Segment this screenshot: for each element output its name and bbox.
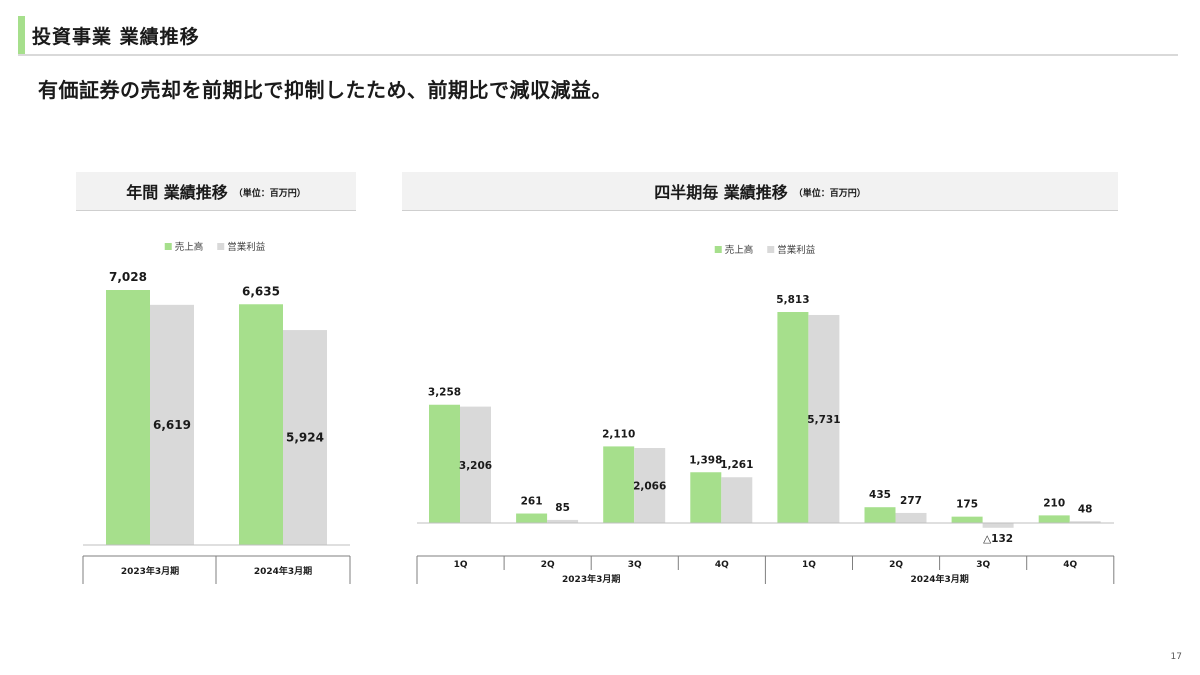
quarterly-data-label-sales-4: 1,398 [689, 454, 722, 466]
annual-data-label-sales-1: 7,028 [109, 270, 147, 284]
quarterly-legend-swatch-2 [767, 246, 775, 253]
title-bar: 投資事業 業績推移 [18, 16, 1178, 56]
quarterly-category-label-7: 3Q [976, 560, 990, 570]
annual-data-label-sales-2: 6,635 [242, 284, 280, 298]
quarterly-bar-profit-4 [721, 477, 753, 523]
quarterly-bar-profit-8 [1069, 521, 1101, 523]
quarterly-category-label-4: 4Q [715, 560, 729, 570]
quarterly-bar-profit-2 [547, 519, 579, 523]
quarterly-chart-header: 四半期毎 業績推移 （単位：百万円） [402, 172, 1118, 211]
annual-legend-label-2: 営業利益 [227, 241, 266, 253]
quarterly-data-label-profit-1: 3,206 [459, 460, 492, 472]
annual-legend-swatch-1 [164, 243, 172, 250]
annual-category-label-1: 2023年3月期 [121, 565, 179, 577]
quarterly-data-label-profit-3: 2,066 [633, 481, 666, 493]
quarterly-category-label-2: 2Q [541, 560, 555, 570]
quarterly-bar-sales-2 [516, 513, 548, 523]
quarterly-legend-label-1: 売上高 [725, 244, 754, 256]
quarterly-category-label-6: 2Q [889, 560, 903, 570]
quarterly-bar-sales-6 [864, 507, 896, 523]
quarterly-group-label-2: 2024年3月期 [910, 573, 968, 585]
quarterly-legend-swatch-1 [714, 246, 722, 253]
quarterly-category-label-3: 3Q [628, 560, 642, 570]
annual-data-label-profit-1: 6,619 [153, 418, 191, 432]
quarterly-bar-sales-4 [690, 472, 722, 523]
quarterly-category-label-1: 1Q [454, 560, 468, 570]
quarterly-data-label-sales-1: 3,258 [428, 387, 461, 399]
quarterly-category-label-5: 1Q [802, 560, 816, 570]
quarterly-data-label-sales-8: 210 [1043, 497, 1065, 509]
quarterly-group-label-1: 2023年3月期 [562, 573, 620, 585]
annual-legend-label-1: 売上高 [175, 241, 204, 253]
annual-bar-sales-1 [106, 290, 150, 545]
quarterly-bar-profit-1 [460, 406, 491, 523]
quarterly-data-label-sales-7: 175 [956, 499, 978, 511]
quarterly-data-label-sales-3: 2,110 [602, 428, 635, 440]
quarterly-bar-profit-6 [895, 512, 927, 523]
quarterly-data-label-profit-7: △132 [983, 533, 1013, 545]
quarterly-data-label-sales-5: 5,813 [776, 294, 809, 306]
annual-chart-header: 年間 業績推移 （単位：百万円） [76, 172, 356, 211]
quarterly-chart-unit: （単位：百万円） [793, 189, 866, 199]
quarterly-data-label-profit-8: 48 [1078, 503, 1093, 515]
quarterly-legend-label-2: 営業利益 [777, 244, 816, 256]
quarterly-bar-profit-7 [982, 523, 1014, 528]
annual-category-label-2: 2024年3月期 [254, 565, 312, 577]
quarterly-chart-title: 四半期毎 業績推移 [654, 183, 788, 202]
annual-bar-sales-2 [239, 304, 283, 545]
quarterly-data-label-profit-5: 5,731 [807, 414, 840, 426]
quarterly-data-label-profit-4: 1,261 [720, 459, 753, 471]
annual-legend-swatch-2 [217, 243, 225, 250]
quarterly-bar-profit-3 [634, 448, 666, 523]
quarterly-bar-sales-7 [951, 516, 983, 523]
title-accent-bar [18, 16, 25, 54]
quarterly-bar-sales-5 [777, 312, 809, 523]
quarterly-bar-sales-3 [603, 446, 635, 523]
page-number: 17 [1170, 652, 1182, 662]
annual-chart-unit: （単位：百万円） [233, 189, 306, 199]
quarterly-data-label-profit-2: 85 [555, 502, 570, 514]
quarterly-data-label-sales-2: 261 [521, 496, 543, 508]
page-subtitle: 有価証券の売却を前期比で抑制したため、前期比で減収減益。 [38, 78, 612, 102]
quarterly-bar-sales-8 [1038, 515, 1070, 523]
quarterly-data-label-sales-6: 435 [869, 489, 891, 501]
annual-bar-profit-1 [150, 304, 194, 545]
quarterly-bar-sales-1 [429, 404, 460, 523]
annual-bar-profit-2 [283, 330, 327, 545]
page-title: 投資事業 業績推移 [32, 26, 200, 48]
annual-chart-title: 年間 業績推移 [126, 183, 228, 202]
annual-data-label-profit-2: 5,924 [286, 431, 324, 445]
quarterly-bar-profit-5 [808, 314, 840, 523]
quarterly-data-label-profit-6: 277 [900, 495, 922, 507]
quarterly-category-label-8: 4Q [1063, 560, 1077, 570]
